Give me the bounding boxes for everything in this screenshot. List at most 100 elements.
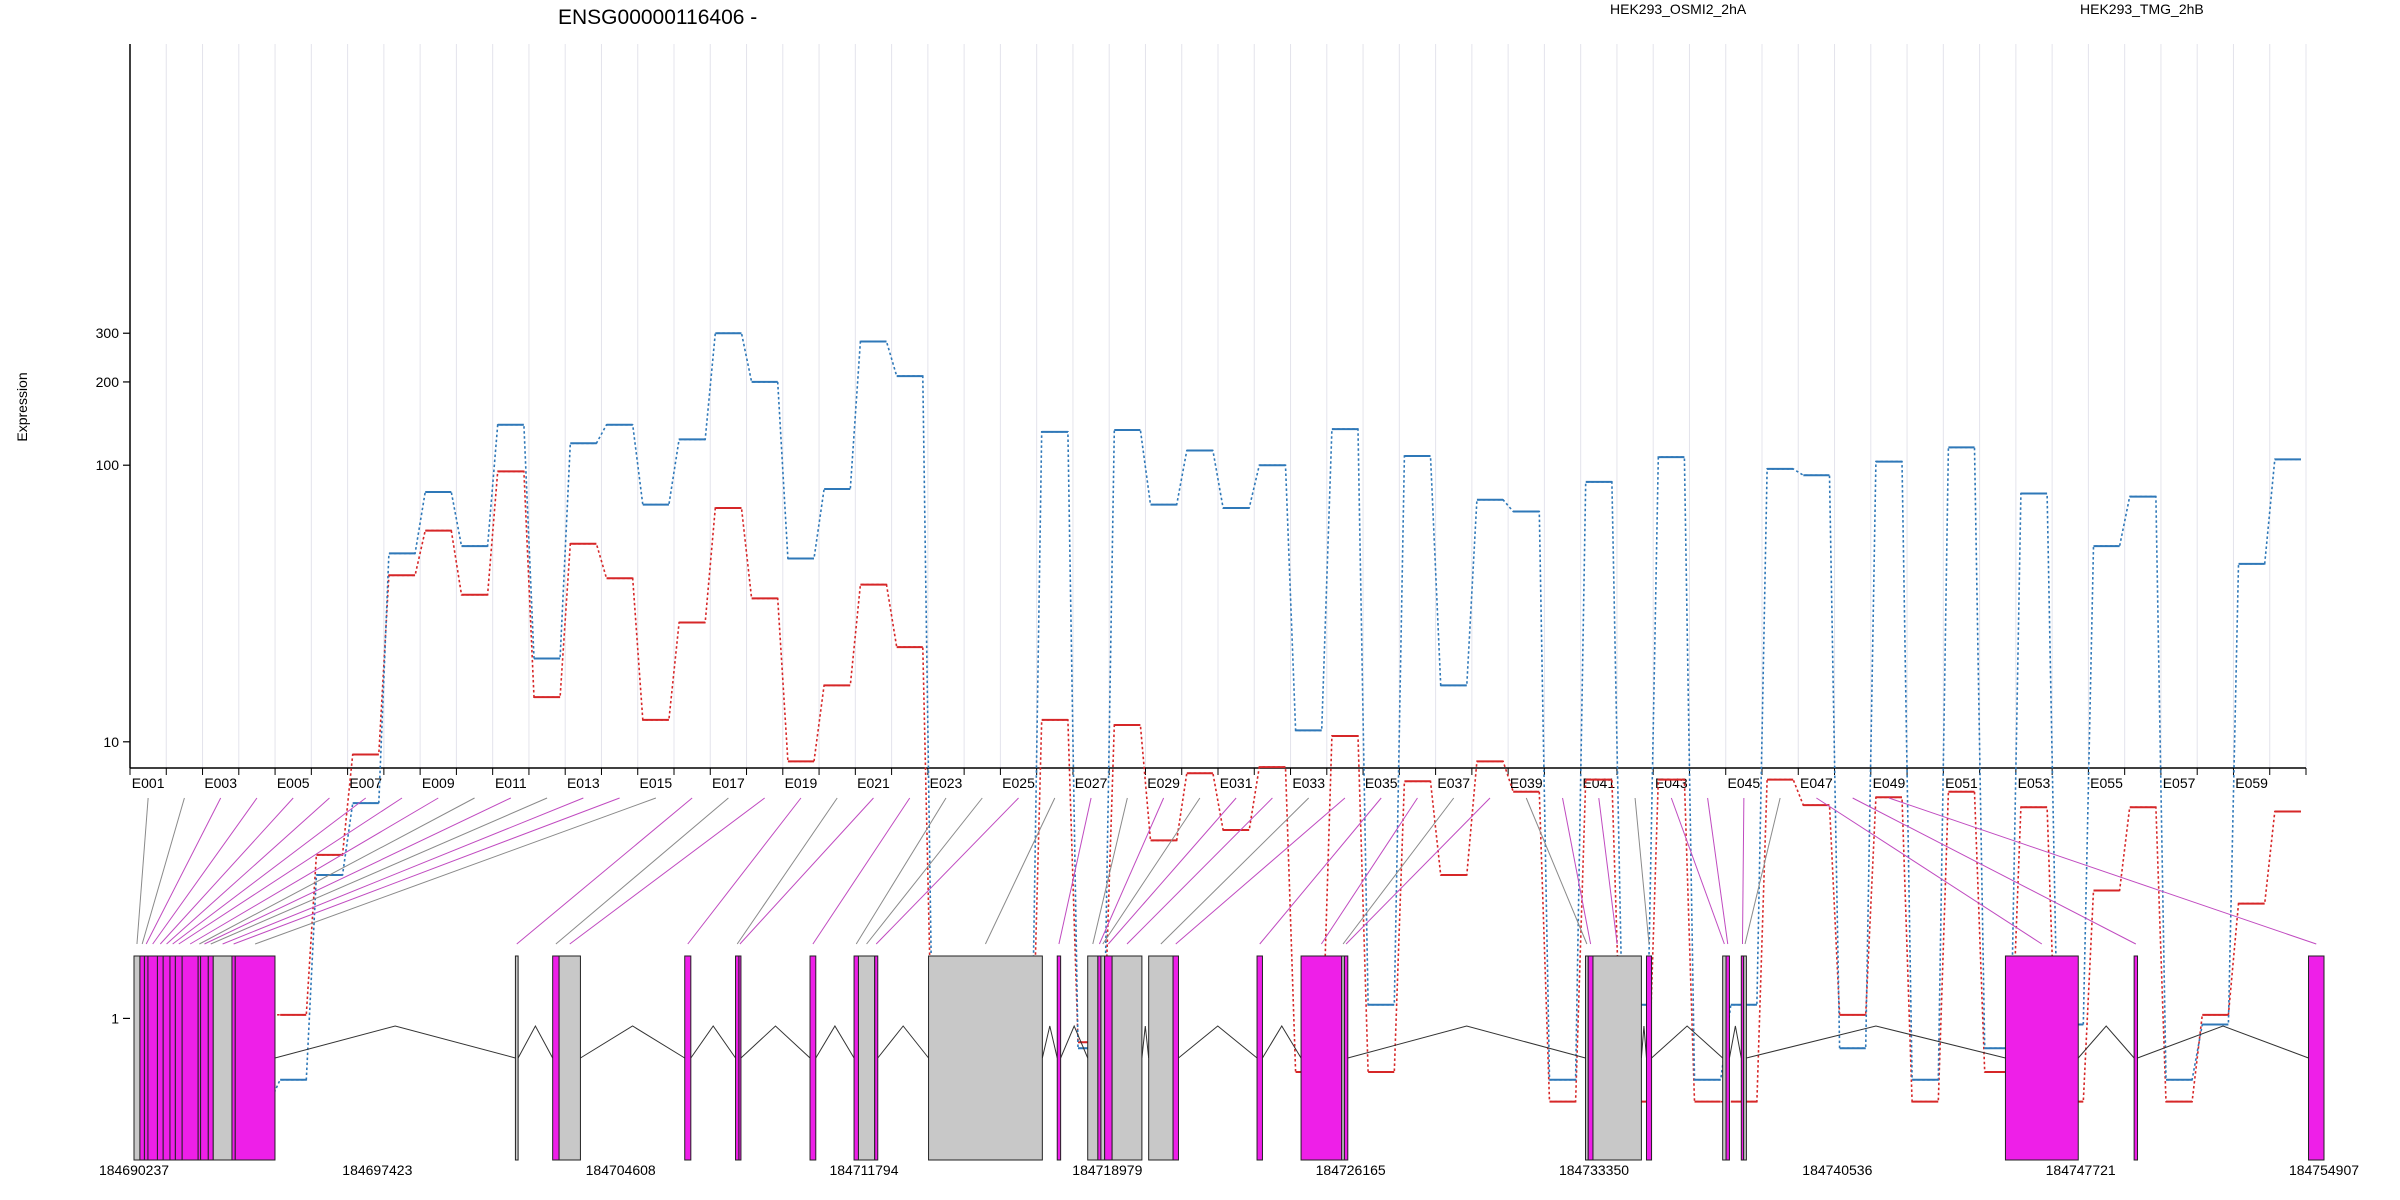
intron-connector (517, 1024, 554, 1059)
exon-link-e032 (1126, 797, 1273, 945)
exon-link-e047 (1816, 797, 2043, 945)
exon-link-e036 (1320, 797, 1418, 945)
exon-block-e040 (1587, 955, 1594, 1161)
exon-link-e035 (1259, 797, 1382, 945)
exon-block-e002 (139, 955, 145, 1161)
y-tick-label: 300 (96, 325, 120, 341)
x-tick-label-e045: E045 (1728, 775, 1761, 791)
x-tick-label-e019: E019 (785, 775, 818, 791)
x-tick-label-e035: E035 (1365, 775, 1398, 791)
intron-connector (815, 1025, 855, 1059)
gene-model (133, 955, 2325, 1161)
exon-block-e004 (147, 955, 158, 1161)
exon-block-e018 (558, 955, 581, 1161)
exon-link-e011 (204, 797, 512, 945)
coordinate-tick-label: 184690237 (99, 1162, 169, 1178)
exon-link-e044 (1707, 797, 1729, 945)
exon-block-e012 (207, 955, 214, 1161)
exon-link-e014 (233, 797, 620, 945)
exon-block-e046 (1743, 955, 1747, 1161)
exon-link-e042 (1634, 797, 1650, 945)
intron-connector (1651, 1025, 1724, 1059)
exon-link-e023 (855, 797, 947, 945)
exon-link-e022 (812, 797, 911, 945)
exon-link-e025 (875, 797, 1019, 945)
series-osmi2 (135, 470, 2301, 1103)
exon-block-e026 (928, 955, 1043, 1161)
exon-block-e024 (857, 955, 876, 1161)
x-tick-label-e017: E017 (712, 775, 745, 791)
y-axis-label: Expression (14, 372, 30, 441)
intron-connector (274, 1025, 516, 1059)
exon-position-links (136, 797, 2317, 945)
x-tick-label-e049: E049 (1873, 775, 1906, 791)
exon-link-e002 (141, 797, 185, 945)
series-lines (135, 332, 2301, 1103)
x-tick-label-e033: E033 (1292, 775, 1325, 791)
exon-link-e029 (1098, 797, 1165, 945)
exon-block-e031 (1104, 955, 1113, 1161)
exon-link-e031 (1107, 797, 1237, 945)
exon-link-e005 (159, 797, 294, 945)
exon-link-e021 (739, 797, 874, 945)
x-tick-label-e025: E025 (1002, 775, 1035, 791)
legend-entry-osmi2: HEK293_OSMI2_2hA (1610, 1, 1747, 17)
coordinate-tick-label: 184754907 (2289, 1162, 2359, 1178)
x-tick-label-e053: E053 (2018, 775, 2051, 791)
intron-connector (690, 1025, 736, 1059)
exon-block-e032 (1111, 955, 1143, 1161)
exon-block-e035 (1256, 955, 1263, 1161)
intron-connector (1178, 1025, 1258, 1059)
exon-link-e004 (152, 797, 258, 945)
intron-connector (1640, 1025, 1647, 1059)
legend-entry-tmg: HEK293_TMG_2hB (2080, 1, 2204, 17)
exon-link-e019 (687, 797, 802, 945)
coordinate-tick-label: 184726165 (1316, 1162, 1386, 1178)
exon-block-e048 (2133, 955, 2139, 1161)
exon-block-e006 (162, 955, 171, 1161)
x-tick-label-e057: E057 (2163, 775, 2196, 791)
y-tick-label: 10 (103, 734, 119, 750)
exon-block-e021 (738, 955, 742, 1161)
coordinate-tick-label: 184704608 (586, 1162, 656, 1178)
x-tick-label-e015: E015 (640, 775, 673, 791)
exon-link-e010 (199, 797, 475, 945)
y-tick-label: 1 (111, 1010, 119, 1026)
exon-link-e008 (178, 797, 403, 945)
x-tick-label-e001: E001 (132, 775, 165, 791)
exon-link-e033 (1160, 797, 1310, 945)
x-tick-label-e037: E037 (1437, 775, 1470, 791)
intron-connector (1746, 1025, 2006, 1059)
y-tick-label: 200 (96, 374, 120, 390)
exon-block-e034 (1172, 955, 1179, 1161)
exon-link-e049 (1888, 797, 2317, 945)
exon-link-e015 (254, 797, 657, 945)
x-tick-label-e023: E023 (930, 775, 963, 791)
exon-block-e009 (181, 955, 199, 1161)
chart-title: ENSG00000116406 - (558, 6, 757, 29)
coordinate-tick-label: 184697423 (342, 1162, 412, 1178)
x-tick-label-e043: E043 (1655, 775, 1688, 791)
intron-connector (2077, 1025, 2135, 1059)
exon-block-e030 (1100, 955, 1106, 1161)
intron-connector (1347, 1025, 1586, 1059)
exon-link-e027 (1058, 797, 1092, 945)
exon-block-e019 (684, 955, 692, 1161)
exon-block-e001 (133, 955, 141, 1161)
x-tick-label-e007: E007 (349, 775, 382, 791)
exon-link-e006 (166, 797, 330, 945)
x-tick-label-e039: E039 (1510, 775, 1543, 791)
exon-block-e017 (552, 955, 560, 1161)
y-tick-label: 100 (96, 457, 120, 473)
exon-block-e025 (874, 955, 879, 1161)
exon-link-e013 (222, 797, 584, 945)
x-tick-label-e029: E029 (1147, 775, 1180, 791)
x-tick-label-e005: E005 (277, 775, 310, 791)
coordinate-tick-label: 184711794 (829, 1162, 898, 1178)
exon-block-e041 (1592, 955, 1642, 1161)
exon-link-e048 (1852, 797, 2137, 945)
x-tick-label-e047: E047 (1800, 775, 1833, 791)
coordinate-tick-label: 184733350 (1559, 1162, 1629, 1178)
exon-block-e022 (809, 955, 817, 1161)
